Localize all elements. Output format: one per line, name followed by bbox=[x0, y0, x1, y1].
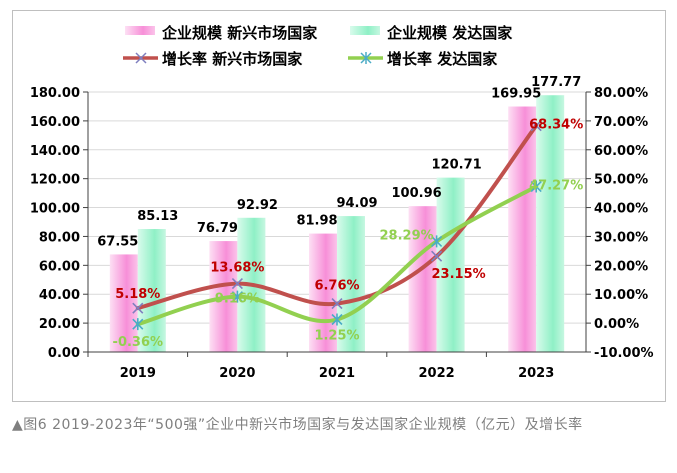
figure-caption: ▲图6 2019-2023年“500强”企业中新兴市场国家与发达国家企业规模（亿… bbox=[12, 417, 583, 433]
x-tick-label: 2020 bbox=[219, 366, 255, 381]
bar-developed bbox=[137, 229, 166, 352]
bar-developed bbox=[436, 177, 465, 352]
asterisk-marker bbox=[231, 290, 243, 303]
marker-stroke bbox=[331, 298, 343, 310]
left-tick-label: 60.00 bbox=[39, 259, 80, 274]
right-tick-label: 0.00% bbox=[594, 317, 639, 332]
left-tick-label: 120.00 bbox=[30, 173, 80, 188]
growth-rate-label: 1.25% bbox=[314, 329, 359, 344]
right-tick-label: 30.00% bbox=[594, 230, 648, 245]
asterisk-marker bbox=[132, 318, 144, 331]
left-tick-label: 160.00 bbox=[30, 115, 80, 130]
bar-value-label: 85.13 bbox=[137, 209, 178, 224]
bar-value-label: 94.09 bbox=[336, 196, 377, 211]
bar-value-label: 81.98 bbox=[296, 214, 337, 229]
growth-rate-label: 9.16% bbox=[215, 292, 260, 307]
right-tick-label: 40.00% bbox=[594, 202, 648, 217]
bar-developed bbox=[337, 216, 365, 352]
growth-rate-label: 6.76% bbox=[314, 279, 359, 294]
growth-rate-label: 28.29% bbox=[380, 228, 434, 243]
left-tick-label: 140.00 bbox=[30, 144, 80, 159]
asterisk-marker bbox=[530, 180, 542, 193]
bar-value-label: 100.96 bbox=[392, 186, 442, 201]
x-tick-label: 2023 bbox=[518, 366, 554, 381]
marker-stroke bbox=[132, 302, 144, 314]
x-marker bbox=[231, 278, 243, 290]
right-tick-label: 60.00% bbox=[594, 144, 648, 159]
growth-rate-label: 23.15% bbox=[432, 267, 486, 282]
left-tick-label: 0.00 bbox=[48, 346, 80, 361]
bar-emerging bbox=[309, 233, 337, 352]
marker-stroke bbox=[530, 180, 542, 193]
growth-rate-label: 5.18% bbox=[115, 287, 160, 302]
growth-rate-label: 13.68% bbox=[210, 261, 264, 276]
marker-stroke bbox=[231, 278, 243, 290]
asterisk-marker bbox=[331, 313, 343, 326]
chart: 0.00 20.00 40.00 60.00 80.00 100.00 120.00 140.… bbox=[30, 24, 654, 381]
right-tick-label: 10.00% bbox=[594, 288, 648, 303]
growth-rate-label: 47.27% bbox=[529, 179, 583, 194]
marker-stroke bbox=[431, 235, 443, 248]
bar-value-label: 76.79 bbox=[197, 221, 238, 236]
bar-developed bbox=[536, 95, 565, 353]
left-tick-label: 40.00 bbox=[39, 288, 80, 303]
left-tick-label: 20.00 bbox=[39, 317, 80, 332]
x-marker bbox=[331, 298, 343, 310]
x-marker bbox=[530, 120, 542, 132]
marker-stroke bbox=[132, 318, 144, 331]
right-tick-label: 20.00% bbox=[594, 259, 648, 274]
x-marker bbox=[132, 302, 144, 314]
x-marker bbox=[431, 250, 443, 262]
bar-value-label: 177.77 bbox=[531, 75, 581, 90]
bar-value-label: 67.55 bbox=[97, 234, 138, 249]
x-tick-label: 2019 bbox=[120, 366, 156, 381]
x-tick-label: 2021 bbox=[319, 366, 355, 381]
marker-stroke bbox=[331, 313, 343, 326]
asterisk-marker bbox=[431, 235, 443, 248]
asterisk-marker-icon bbox=[360, 52, 372, 64]
right-tick-label: 80.00% bbox=[594, 86, 648, 101]
marker-stroke bbox=[530, 120, 542, 132]
x-marker-icon bbox=[135, 52, 147, 64]
right-tick-label: -10.00% bbox=[594, 346, 654, 361]
growth-rate-label: 68.34% bbox=[529, 118, 583, 133]
legend-swatch bbox=[125, 26, 155, 35]
bar-value-label: 169.95 bbox=[491, 87, 541, 102]
legend-swatch bbox=[350, 26, 380, 35]
right-tick-label: 70.00% bbox=[594, 115, 648, 130]
bar-emerging bbox=[408, 206, 437, 352]
right-tick-label: 50.00% bbox=[594, 173, 648, 188]
bar-value-label: 120.71 bbox=[432, 158, 482, 173]
legend-label: 企业规模 发达国家 bbox=[386, 24, 512, 42]
left-tick-label: 100.00 bbox=[30, 202, 80, 217]
marker-stroke bbox=[231, 290, 243, 303]
legend-label: 增长率 发达国家 bbox=[387, 50, 497, 68]
left-tick-label: 80.00 bbox=[39, 230, 80, 245]
growth-rate-label: -0.36% bbox=[113, 335, 164, 350]
legend-label: 企业规模 新兴市场国家 bbox=[161, 24, 317, 42]
bar-value-label: 92.92 bbox=[237, 198, 278, 213]
left-tick-label: 180.00 bbox=[30, 86, 80, 101]
legend-label: 增长率 新兴市场国家 bbox=[162, 50, 302, 68]
x-tick-label: 2022 bbox=[419, 366, 455, 381]
marker-stroke bbox=[431, 250, 443, 262]
